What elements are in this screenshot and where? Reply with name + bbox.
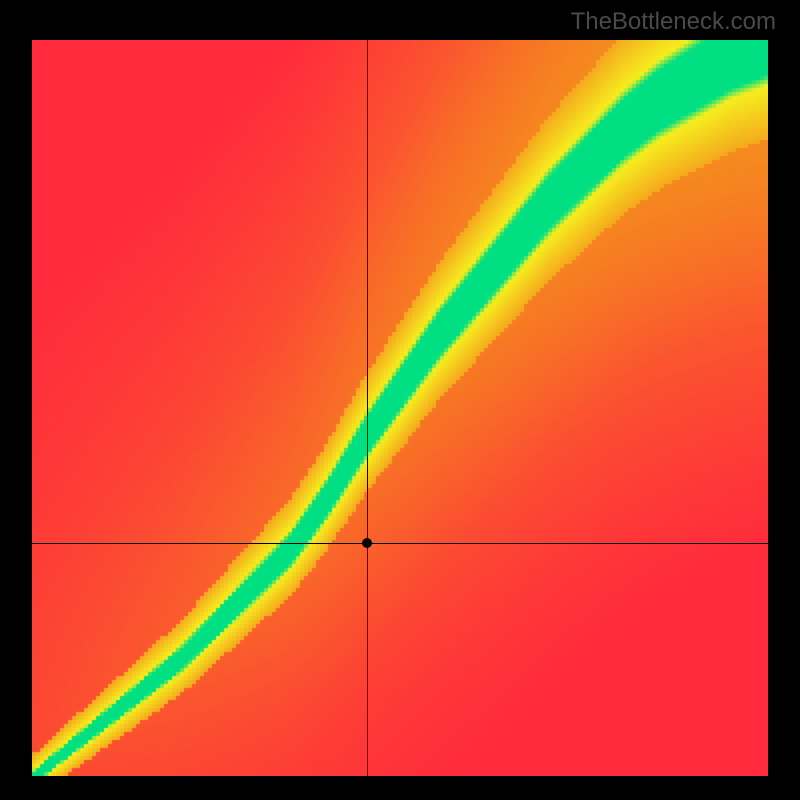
crosshair-horizontal xyxy=(32,543,768,544)
heatmap-canvas xyxy=(32,40,768,776)
heatmap-plot xyxy=(32,40,768,776)
marker-dot xyxy=(362,538,372,548)
watermark-text: TheBottleneck.com xyxy=(571,8,776,36)
crosshair-vertical xyxy=(367,40,368,776)
